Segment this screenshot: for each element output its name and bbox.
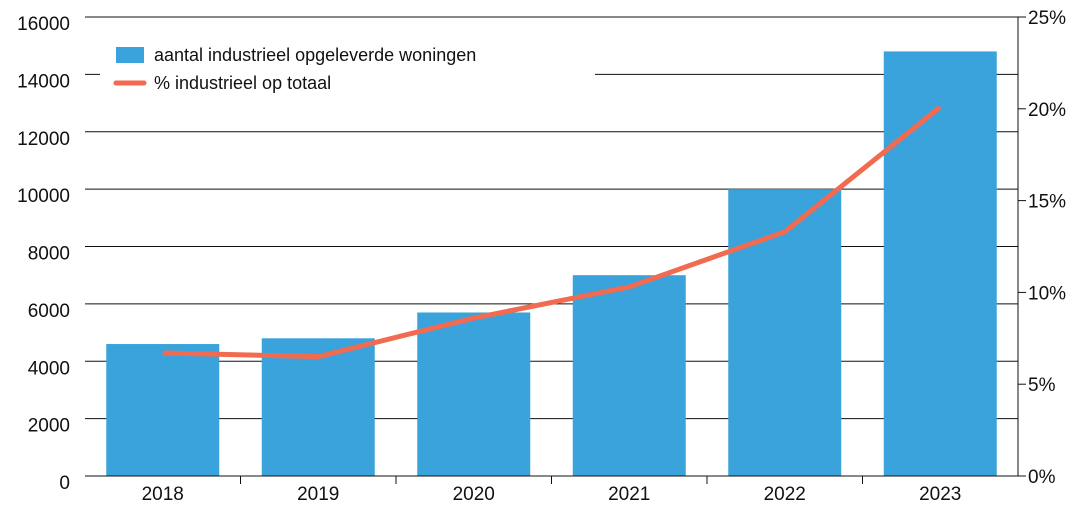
- y2-tick-label: 5%: [1028, 375, 1056, 396]
- bar: [883, 51, 997, 477]
- legend-box: [100, 34, 595, 102]
- legend-label: aantal industrieel opgeleverde woningen: [154, 45, 476, 65]
- y2-tick-label: 10%: [1028, 283, 1066, 304]
- x-tick-label: 2023: [919, 484, 961, 505]
- y-tick-label: 14000: [17, 71, 70, 92]
- bar: [261, 338, 375, 476]
- legend-swatch: [116, 47, 144, 63]
- bar: [106, 344, 220, 476]
- line: [162, 105, 942, 360]
- bar: [572, 275, 686, 476]
- y2-tick-label: 20%: [1028, 100, 1066, 121]
- y-tick-label: 12000: [17, 129, 70, 150]
- x-tick-label: 2018: [142, 484, 184, 505]
- y2-tick-label: 25%: [1028, 8, 1066, 29]
- y-tick-label: 6000: [28, 301, 70, 322]
- y-tick-label: 2000: [28, 416, 70, 437]
- y-tick-label: 4000: [28, 358, 70, 379]
- y2-tick-label: 15%: [1028, 192, 1066, 213]
- bar: [417, 312, 531, 476]
- x-tick-label: 2022: [764, 484, 806, 505]
- legend-label: % industrieel op totaal: [154, 73, 331, 93]
- x-tick-label: 2019: [297, 484, 339, 505]
- y2-tick-label: 0%: [1028, 467, 1056, 488]
- y-tick-label: 0: [59, 473, 70, 494]
- x-tick-label: 2020: [453, 484, 495, 505]
- y-tick-label: 16000: [17, 14, 70, 35]
- y-tick-label: 10000: [17, 186, 70, 207]
- x-tick-label: 2021: [608, 484, 650, 505]
- bar: [728, 189, 842, 476]
- y-tick-label: 8000: [28, 244, 70, 265]
